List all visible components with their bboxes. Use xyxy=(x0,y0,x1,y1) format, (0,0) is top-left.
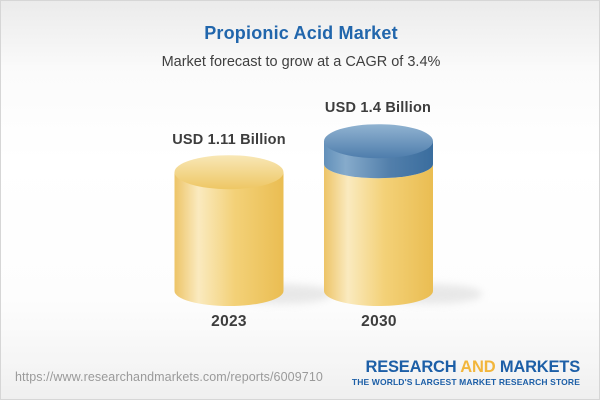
logo-wordmark: RESEARCH AND MARKETS xyxy=(352,358,580,376)
logo-word-markets: MARKETS xyxy=(499,358,580,376)
chart-subtitle: Market forecast to grow at a CAGR of 3.4… xyxy=(161,54,441,70)
chart-title: Propionic Acid Market xyxy=(204,23,398,43)
logo-tagline: THE WORLD'S LARGEST MARKET RESEARCH STOR… xyxy=(351,377,580,387)
cylinder-2023 xyxy=(174,155,284,306)
logo-word-research: RESEARCH xyxy=(365,358,457,376)
logo-word-and: AND xyxy=(460,358,496,376)
growth-cap xyxy=(324,124,433,179)
value-label-2023: USD 1.11 Billion xyxy=(172,132,286,148)
category-label-2030: 2030 xyxy=(361,313,397,330)
category-label-2023: 2023 xyxy=(211,313,247,330)
cylinder-2030 xyxy=(324,124,433,306)
report-url-link[interactable]: https://www.researchandmarkets.com/repor… xyxy=(15,370,323,384)
value-label-2030: USD 1.4 Billion xyxy=(324,100,432,116)
research-and-markets-logo[interactable]: RESEARCH AND MARKETS THE WORLD'S LARGEST… xyxy=(352,358,580,387)
